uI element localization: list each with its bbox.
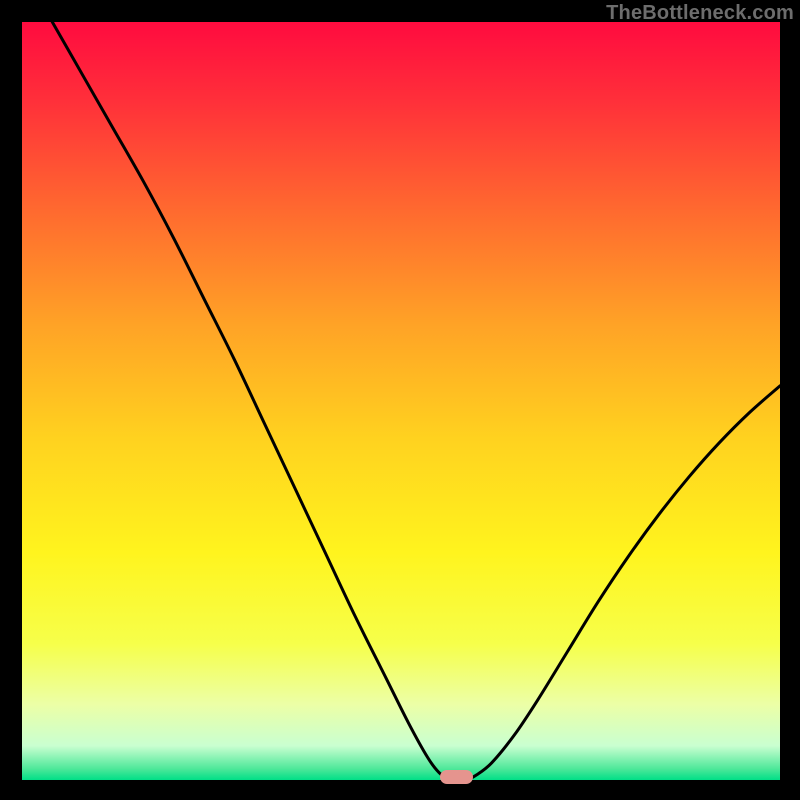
minimum-marker	[440, 770, 473, 784]
bottleneck-curve	[22, 22, 780, 780]
source-watermark: TheBottleneck.com	[606, 2, 794, 25]
plot-area	[22, 22, 780, 780]
chart-container: TheBottleneck.com	[0, 0, 800, 800]
